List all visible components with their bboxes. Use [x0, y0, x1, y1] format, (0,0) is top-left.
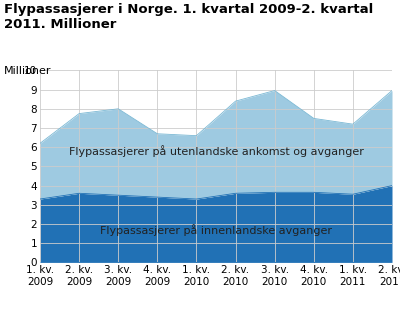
- Text: Flypassasjerer på innenlandske avganger: Flypassasjerer på innenlandske avganger: [100, 224, 332, 236]
- Text: Millioner: Millioner: [4, 66, 52, 76]
- Text: Flypassasjerer i Norge. 1. kvartal 2009-2. kvartal 2011. Millioner: Flypassasjerer i Norge. 1. kvartal 2009-…: [4, 3, 373, 31]
- Text: Flypassasjerer på utenlandske ankomst og avganger: Flypassasjerer på utenlandske ankomst og…: [68, 145, 364, 157]
